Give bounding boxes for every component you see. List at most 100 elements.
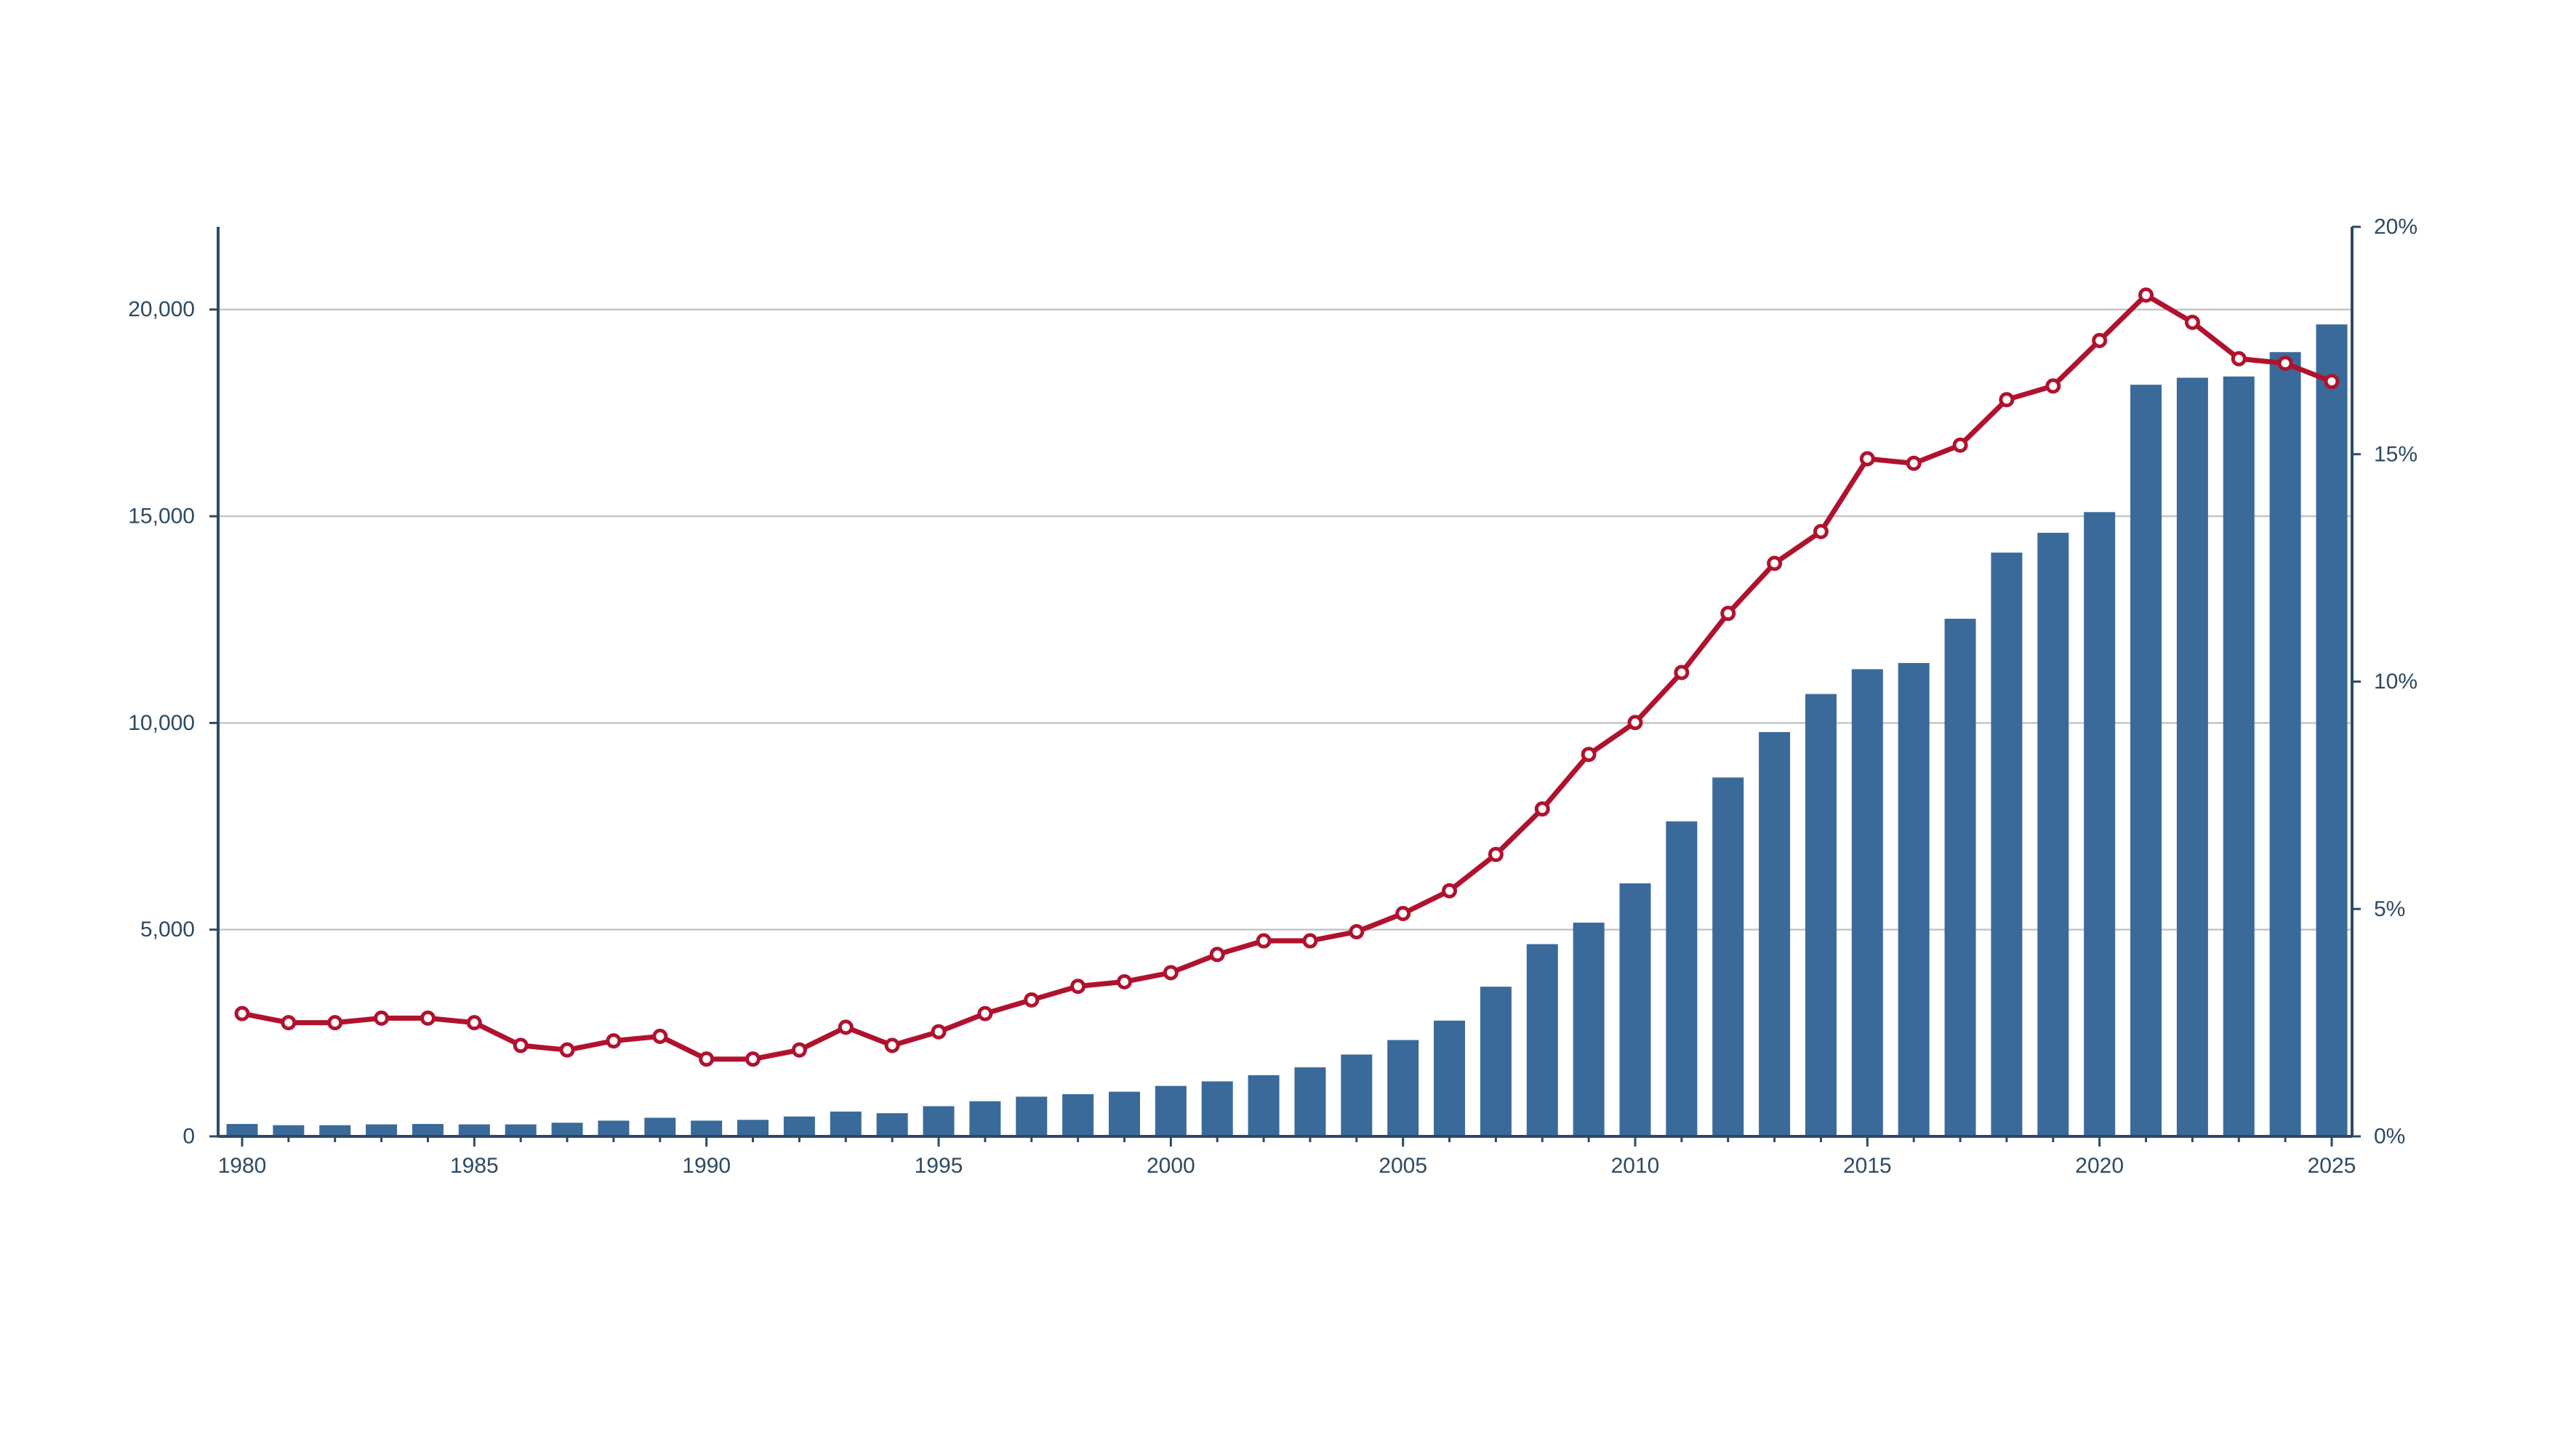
line-point-2017 [1952, 437, 1968, 453]
axes [209, 225, 2361, 1147]
bar-1998 [1062, 1093, 1094, 1136]
bar-1993 [830, 1111, 862, 1136]
bar-1982 [319, 1125, 351, 1136]
bar-1985 [458, 1124, 490, 1136]
x-tick-label: 1990 [682, 1154, 731, 1178]
line-point-2003 [1302, 933, 1318, 949]
line-point-2007 [1488, 846, 1504, 862]
bar-2015 [1851, 669, 1883, 1136]
line-point-1995 [931, 1024, 947, 1040]
bar-1994 [876, 1113, 908, 1136]
line-point-1980 [234, 1006, 250, 1021]
line-point-1987 [559, 1042, 575, 1058]
bar-2018 [1991, 553, 2023, 1136]
bar-2000 [1155, 1085, 1187, 1136]
line-point-1986 [513, 1037, 529, 1053]
bar-1980 [226, 1123, 258, 1136]
line-point-2025 [2324, 374, 2340, 390]
bar-2007 [1480, 987, 1512, 1136]
line-point-2020 [2092, 332, 2108, 348]
line-point-1989 [652, 1028, 668, 1044]
x-tick-label: 2000 [1147, 1154, 1195, 1178]
line-point-2011 [1674, 665, 1690, 681]
bar-1988 [598, 1120, 630, 1136]
bar-1987 [551, 1123, 583, 1136]
line-point-1997 [1024, 992, 1040, 1008]
line-point-2019 [2045, 378, 2061, 394]
x-tick-label: 2015 [1843, 1154, 1892, 1178]
y-left-tick-label: 20,000 [128, 297, 195, 321]
bar-series [226, 324, 2348, 1136]
x-tick-label: 2020 [2075, 1154, 2124, 1178]
bar-1984 [412, 1123, 444, 1136]
line-series [234, 287, 2340, 1067]
bar-2025 [2316, 324, 2348, 1136]
bar-1997 [1016, 1096, 1048, 1136]
line-point-2023 [2231, 350, 2247, 366]
line-point-1983 [374, 1010, 390, 1026]
line-point-2002 [1256, 933, 1272, 949]
bar-2011 [1666, 821, 1698, 1136]
line-point-2022 [2184, 314, 2200, 330]
bar-2009 [1573, 923, 1605, 1136]
gridlines [218, 308, 2352, 931]
line-point-2008 [1534, 801, 1550, 817]
bar-1999 [1108, 1091, 1140, 1136]
bar-1990 [691, 1120, 723, 1136]
bar-2006 [1434, 1020, 1466, 1136]
line-point-2005 [1395, 906, 1411, 922]
bar-1986 [505, 1124, 537, 1136]
bar-2003 [1294, 1067, 1326, 1136]
y-right-tick-label: 10% [2374, 670, 2417, 694]
y-right-tick-label: 5% [2374, 897, 2405, 921]
line-point-2021 [2138, 287, 2154, 303]
bar-2005 [1387, 1040, 1419, 1136]
x-tick-label: 1985 [450, 1154, 499, 1178]
bar-1996 [969, 1101, 1001, 1136]
bar-2021 [2130, 385, 2162, 1136]
bar-2004 [1341, 1054, 1373, 1136]
line-path [239, 292, 2335, 1062]
line-point-1984 [420, 1010, 436, 1026]
line-point-2015 [1859, 451, 1875, 467]
line-point-1992 [791, 1042, 807, 1058]
bar-2023 [2223, 376, 2255, 1136]
line-point-2024 [2277, 356, 2293, 372]
x-tick-label: 2010 [1611, 1154, 1660, 1178]
bar-1995 [923, 1106, 955, 1136]
line-point-1993 [838, 1019, 854, 1035]
bar-1989 [644, 1117, 676, 1136]
bar-1992 [783, 1116, 815, 1136]
bar-1983 [366, 1124, 398, 1136]
bar-2010 [1619, 883, 1651, 1136]
line-point-2006 [1442, 883, 1458, 899]
y-right-tick-label: 20% [2374, 215, 2417, 239]
line-point-1999 [1116, 974, 1132, 990]
bar-2020 [2084, 512, 2116, 1136]
line-point-2014 [1813, 523, 1829, 539]
line-point-1981 [281, 1015, 297, 1031]
bar-2017 [1944, 619, 1976, 1136]
line-point-2004 [1349, 924, 1365, 940]
x-tick-label: 2025 [2308, 1154, 2356, 1178]
line-point-1988 [606, 1033, 622, 1049]
y-left-tick-label: 10,000 [128, 711, 195, 735]
bar-2001 [1201, 1081, 1233, 1136]
line-point-2018 [1999, 392, 2015, 408]
line-point-1985 [466, 1015, 482, 1031]
line-point-2010 [1627, 715, 1643, 731]
bar-1981 [273, 1125, 305, 1136]
bar-2016 [1898, 662, 1930, 1136]
line-point-1996 [977, 1006, 993, 1021]
line-point-2001 [1209, 947, 1225, 963]
y-right-tick-label: 0% [2374, 1125, 2405, 1149]
y-right-tick-label: 15% [2374, 442, 2417, 466]
line-point-1994 [884, 1037, 900, 1053]
bar-2013 [1759, 731, 1791, 1136]
x-tick-label: 1995 [915, 1154, 963, 1178]
line-point-2000 [1163, 965, 1179, 981]
line-point-1991 [745, 1051, 761, 1067]
line-point-2009 [1581, 747, 1597, 763]
line-point-1990 [699, 1051, 715, 1067]
